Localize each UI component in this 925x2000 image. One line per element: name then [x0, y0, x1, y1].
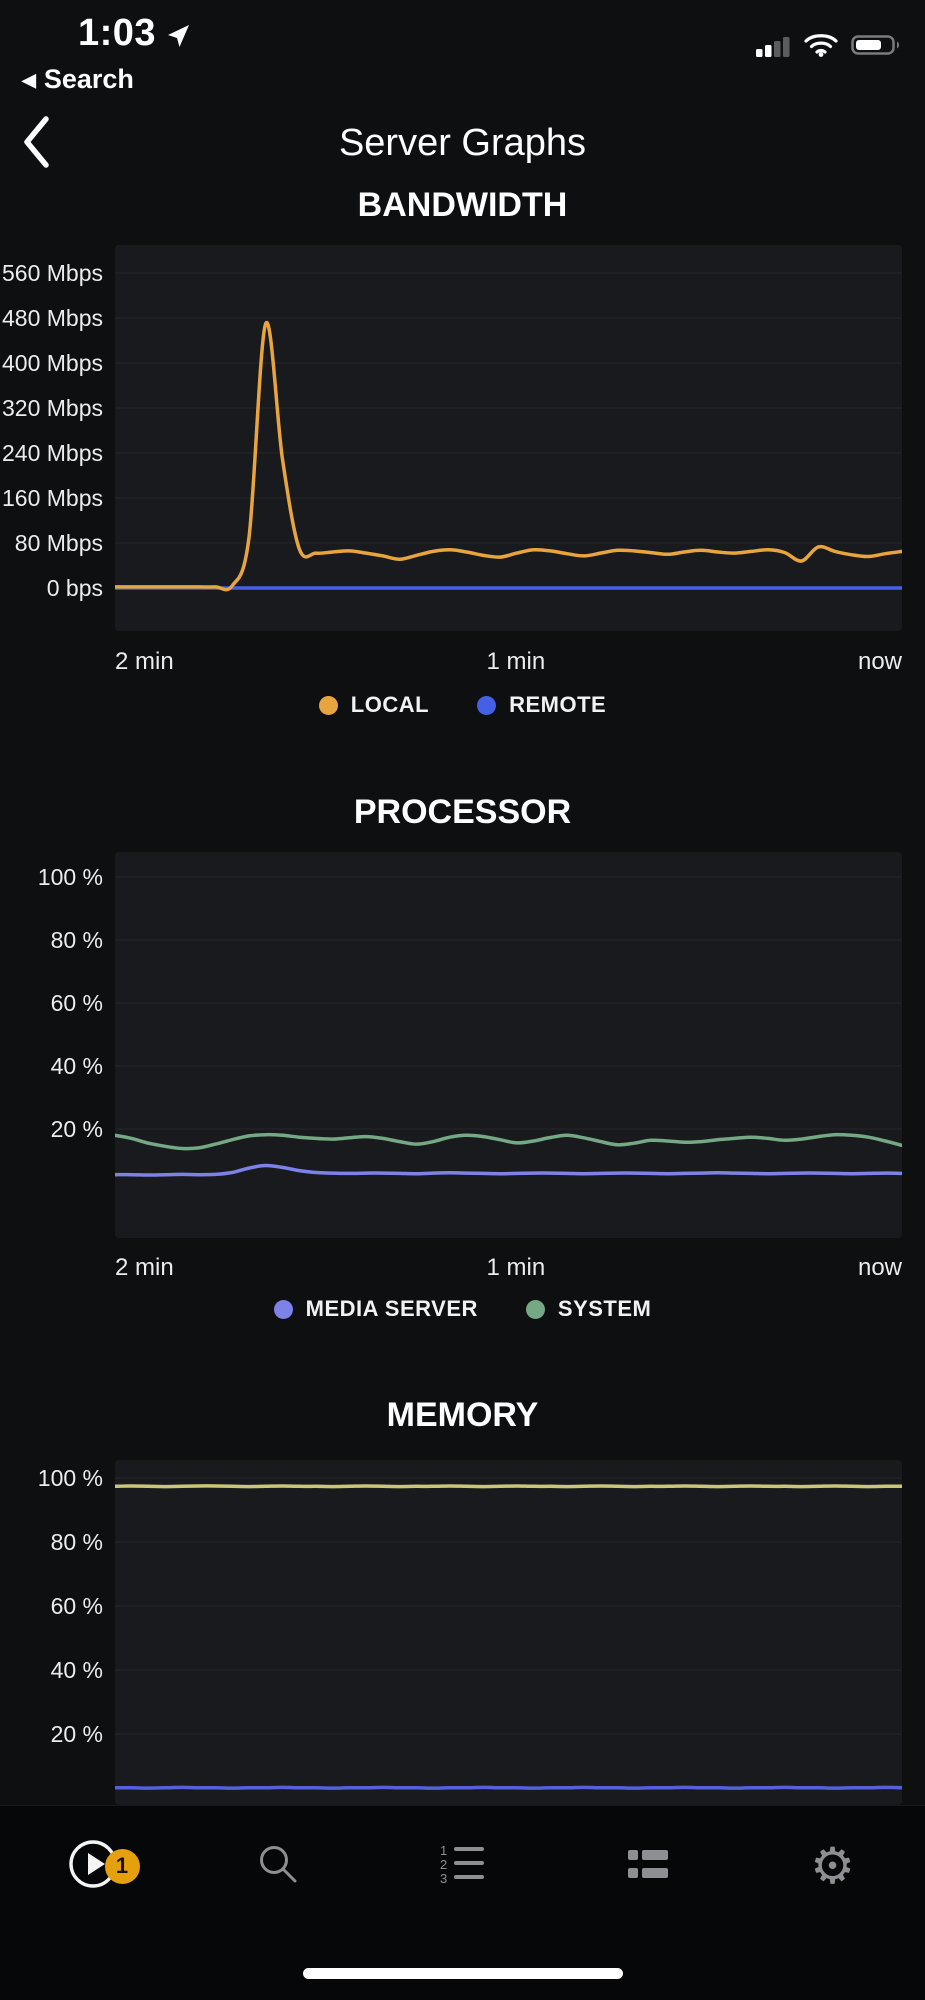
remote-series-dot: [477, 695, 497, 715]
processor-section-title: PROCESSOR: [353, 793, 572, 831]
bandwidth-y-tick-label: 320 Mbps: [2, 395, 103, 421]
processor-series-line: [115, 1163, 902, 1177]
legend-label: REMOTE: [509, 692, 607, 717]
system-series-dot: [525, 1299, 545, 1319]
tab-dashboard[interactable]: [555, 1844, 740, 1889]
memory-series-line: [115, 1785, 902, 1790]
legend-label: SYSTEM: [557, 1296, 652, 1321]
tab-bar: 1 1 2 3: [0, 1805, 925, 2000]
processor-y-tick-label: 100 %: [38, 864, 103, 890]
x-tick: 2 min: [115, 648, 174, 675]
legend-item-local: LOCAL: [318, 692, 430, 718]
processor-y-tick-label: 20 %: [51, 1116, 103, 1142]
memory-series-line: [115, 1484, 902, 1489]
location-arrow-icon: [165, 23, 191, 49]
wifi-icon: [803, 32, 839, 63]
tab-settings[interactable]: ⚙: [740, 1841, 925, 1891]
x-tick: 1 min: [486, 648, 546, 675]
bandwidth-y-tick-label: 480 Mbps: [2, 305, 103, 331]
bandwidth-chart: 560 Mbps 480 Mbps 400 Mbps 320 Mbps 240 Mbps…: [2, 245, 902, 631]
memory-y-tick-label: 40 %: [51, 1657, 103, 1683]
processor-y-tick-label: 60 %: [51, 990, 103, 1016]
bandwidth-y-tick-label: 240 Mbps: [2, 440, 103, 466]
tab-now-playing[interactable]: 1: [0, 1837, 185, 1896]
processor-y-tick-label: 80 %: [51, 927, 103, 953]
tab-playlists[interactable]: 1 2 3: [370, 1843, 555, 1890]
back-to-search-link[interactable]: ◀ Search: [22, 64, 134, 95]
memory-y-tick-label: 100 %: [38, 1465, 103, 1491]
processor-x-axis: 2 min 1 min now: [115, 1254, 902, 1282]
legend-item-system: SYSTEM: [525, 1296, 652, 1322]
legend-label: MEDIA SERVER: [305, 1296, 478, 1321]
bandwidth-y-tick-label: 160 Mbps: [2, 485, 103, 511]
svg-text:2: 2: [440, 1857, 447, 1872]
processor-series-line: [115, 1132, 902, 1151]
x-tick: now: [857, 648, 902, 675]
svg-text:3: 3: [440, 1871, 447, 1885]
processor-chart: 100 % 80 % 60 % 40 % 20 %: [38, 852, 902, 1238]
tab-search[interactable]: [185, 1841, 370, 1892]
x-tick: 1 min: [486, 1254, 546, 1281]
gear-icon: ⚙: [810, 1838, 855, 1894]
bandwidth-section-title: BANDWIDTH: [357, 186, 568, 224]
bandwidth-x-axis: 2 min 1 min now: [115, 648, 902, 676]
ordered-list-icon: 1 2 3: [438, 1843, 488, 1890]
dashboard-icon: [624, 1844, 672, 1889]
bandwidth-y-tick-label: 560 Mbps: [2, 260, 103, 286]
bandwidth-y-tick-label: 0 bps: [47, 575, 103, 601]
status-bar-time: 1:03: [78, 12, 191, 55]
search-icon: [255, 1841, 301, 1892]
processor-legend: MEDIA SERVER SYSTEM: [0, 1296, 925, 1322]
x-tick: 2 min: [115, 1254, 174, 1281]
back-button[interactable]: [16, 110, 56, 177]
processor-y-tick-label: 40 %: [51, 1053, 103, 1079]
media-server-series-dot: [273, 1299, 293, 1319]
battery-icon: [851, 32, 903, 63]
clock-text: 1:03: [78, 12, 157, 54]
bandwidth-y-tick-label: 400 Mbps: [2, 350, 103, 376]
svg-text:1: 1: [440, 1843, 447, 1858]
memory-y-tick-label: 20 %: [51, 1721, 103, 1747]
notification-badge: 1: [104, 1848, 140, 1884]
legend-item-remote: REMOTE: [477, 692, 606, 718]
bandwidth-legend: LOCAL REMOTE: [0, 692, 925, 718]
bandwidth-series-line: [115, 320, 902, 592]
legend-item-media-server: MEDIA SERVER: [273, 1296, 478, 1322]
cellular-signal-icon: [755, 32, 791, 63]
memory-y-tick-label: 80 %: [51, 1529, 103, 1555]
chevron-left-icon: [20, 116, 52, 173]
back-triangle-icon: ◀: [22, 69, 36, 90]
memory-y-tick-label: 60 %: [51, 1593, 103, 1619]
x-tick: now: [857, 1254, 902, 1281]
local-series-dot: [318, 695, 338, 715]
legend-label: LOCAL: [350, 692, 430, 717]
bandwidth-y-tick-label: 80 Mbps: [15, 530, 103, 556]
memory-chart: 100 % 80 % 60 % 40 % 20 %: [38, 1460, 902, 1805]
home-indicator[interactable]: [302, 1968, 623, 1979]
page-title: Server Graphs: [338, 122, 587, 164]
back-app-label: Search: [43, 64, 134, 94]
status-bar-icons: [755, 32, 903, 63]
memory-section-title: MEMORY: [386, 1396, 539, 1434]
